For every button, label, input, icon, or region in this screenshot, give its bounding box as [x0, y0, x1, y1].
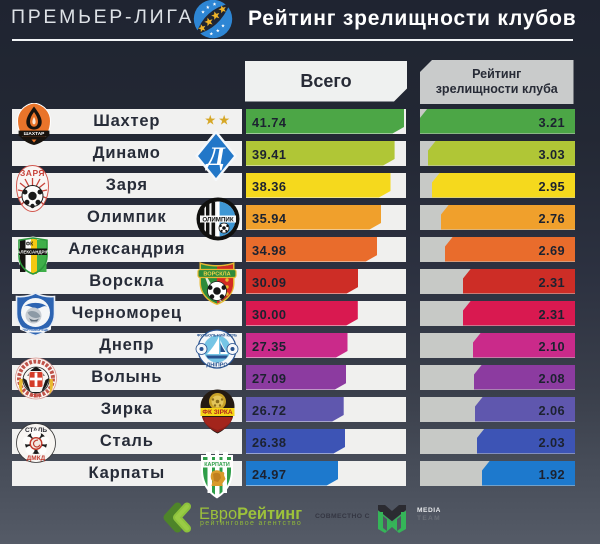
svg-text:ЧОРНОМОРЕЦЬ: ЧОРНОМОРЕЦЬ — [23, 328, 49, 332]
svg-text:ЗАРЯ: ЗАРЯ — [20, 168, 45, 178]
svg-text:ФУТБОЛЬНИЙ КЛУБ: ФУТБОЛЬНИЙ КЛУБ — [197, 333, 237, 338]
svg-text:КАРПАТИ: КАРПАТИ — [204, 462, 230, 468]
svg-text:Д: Д — [205, 142, 226, 171]
svg-text:ВОРСКЛА: ВОРСКЛА — [203, 272, 230, 278]
svg-text:ФК: ФК — [32, 394, 41, 400]
svg-text:ОЛИМПИК: ОЛИМПИК — [202, 216, 233, 223]
svg-text:ДМКД: ДМКД — [27, 455, 46, 462]
svg-text:ФК ЗІРКА: ФК ЗІРКА — [202, 409, 233, 416]
svg-text:ДНІПРО: ДНІПРО — [206, 363, 228, 369]
svg-text:АЛЕКСАНДРІЯ: АЛЕКСАНДРІЯ — [17, 249, 49, 254]
svg-text:ШАХТАР: ШАХТАР — [24, 131, 46, 137]
svg-text:ФК: ФК — [26, 242, 34, 248]
